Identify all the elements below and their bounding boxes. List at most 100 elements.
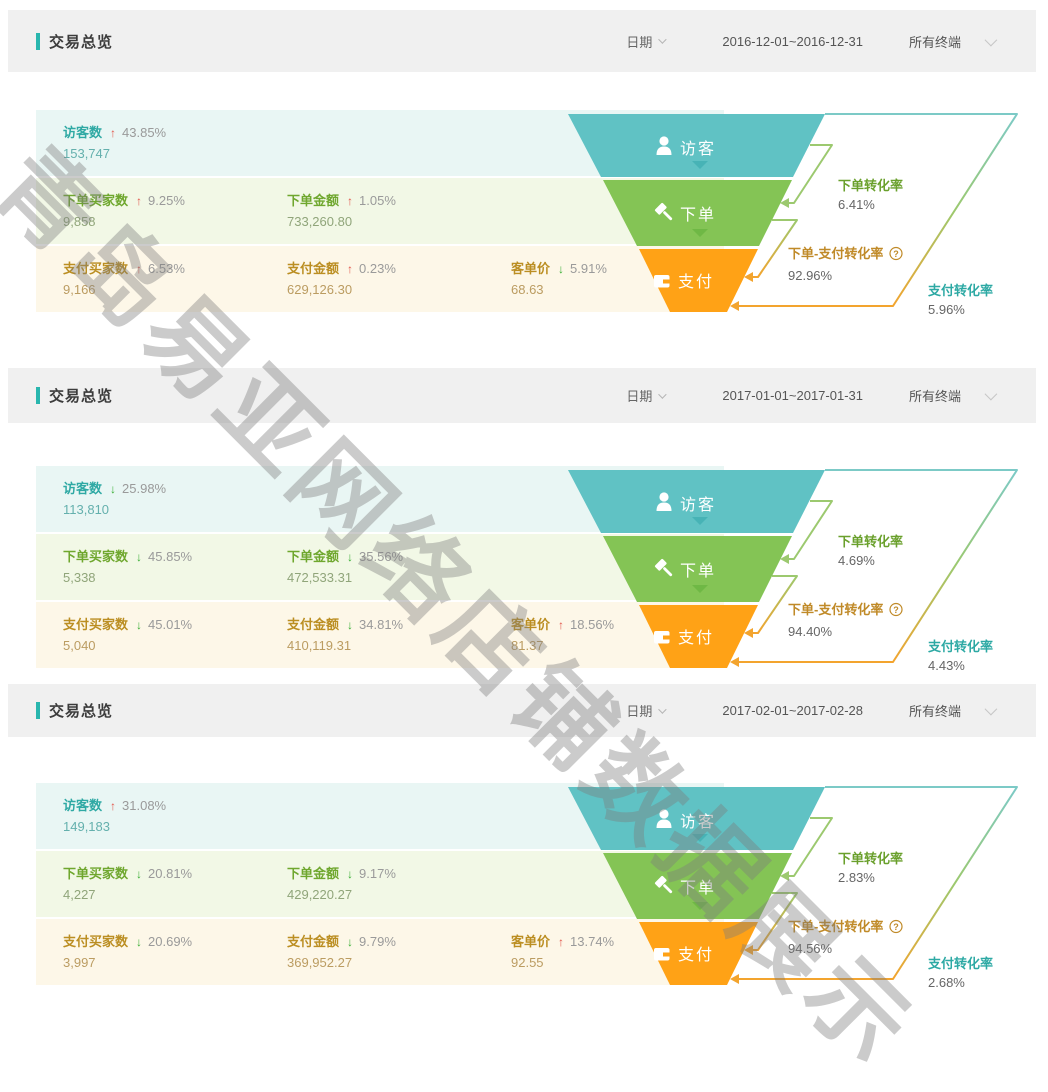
metric-value: 113,810 [63,502,110,517]
metric-order-buyers: 下单买家数 ↓ 45.85% 5,338 [36,534,260,600]
date-filter-dropdown[interactable]: 日期 [626,386,668,405]
panel-title: 交易总览 [49,33,114,51]
funnel-stage-visitor[interactable] [568,787,825,850]
pay-row: 支付买家数 ↑ 6.53% 9,166 支付金额 ↑ 0.23% 629,126.30 … [36,246,724,312]
date-range-value[interactable]: 2016-12-01~2016-12-31 [722,33,863,49]
metric-label: 访客数 [63,481,103,496]
metric-avg-order-value: 客单价 ↑ 18.56% 81.37 [484,602,708,668]
chevron-down-icon [658,389,668,399]
arrow-left-icon [780,871,789,881]
chevron-down-icon [692,229,708,237]
arrow-left-icon [730,657,739,667]
metric-order-amount: 下单金额 ↓ 35.56% 472,533.31 [260,534,484,600]
metric-value: 81.37 [511,638,544,653]
chevron-down-icon [692,834,708,842]
help-icon[interactable] [889,919,903,934]
trend-arrow-icon: ↓ [136,550,143,564]
funnel-stage-visitor[interactable] [568,470,825,533]
visitor-icon [656,492,672,511]
funnel-stage-pay[interactable] [639,605,758,668]
order-pay-cvr-bracket-line [750,575,798,634]
metric-label: 下单金额 [287,193,340,208]
trend-arrow-icon: ↓ [558,262,565,276]
funnel-stage-pay[interactable] [639,249,758,312]
chevron-down-icon[interactable] [984,387,998,401]
funnel-stage-label: 支付 [678,273,714,291]
date-range-value[interactable]: 2017-02-01~2017-02-28 [722,703,863,718]
metric-label: 支付金额 [287,261,340,276]
order-cvr-value: 4.69% [838,553,875,568]
funnel-stage-label: 支付 [678,946,714,964]
order-pay-cvr-label: 下单-支付转化率 [788,602,883,617]
panel-body: 访客数 ↑ 43.85% 153,747 下单买家数 ↑ 9.25% 9,858 下单金… [8,72,1036,345]
metric-label: 下单买家数 [63,549,129,564]
transaction-overview-panel: 交易总览 日期 2017-01-01~2017-01-31 所有终端 访客数 ↓ 2… [8,368,1036,678]
date-filter-dropdown[interactable]: 日期 [626,701,668,720]
metric-change: 25.98% [122,481,167,496]
pay-cvr-bracket-line [736,469,1018,663]
title-accent-bar [36,702,40,719]
order-cvr-label: 下单转化率 [838,534,903,549]
header-controls: 日期 2017-01-01~2017-01-31 所有终端 [626,386,1036,405]
metric-label: 下单金额 [287,549,340,564]
terminal-select[interactable]: 所有终端 [908,704,961,719]
date-filter-label: 日期 [626,34,653,50]
panel-body: 访客数 ↓ 25.98% 113,810 下单买家数 ↓ 45.85% 5,338 下单… [8,423,1036,678]
metric-change: 34.81% [359,617,404,632]
terminal-select[interactable]: 所有终端 [908,34,961,50]
metric-value: 410,119.31 [287,638,352,653]
panel-title: 交易总览 [49,703,114,720]
chevron-down-icon[interactable] [984,702,998,716]
metric-value: 5,040 [63,638,96,653]
metric-change: 9.17% [359,866,396,881]
date-range-value[interactable]: 2017-01-01~2017-01-31 [722,388,863,403]
funnel-stage-pay[interactable] [639,922,758,985]
funnel-stage-visitor[interactable] [568,114,825,177]
panel-title: 交易总览 [49,388,114,405]
funnel-stage-order[interactable] [603,180,792,246]
gavel-icon [654,875,673,894]
metric-change: 35.56% [359,549,404,564]
metric-value: 68.63 [511,282,544,297]
metric-label: 支付买家数 [63,261,129,276]
metric-label: 访客数 [63,125,103,140]
metric-change: 43.85% [122,125,167,140]
order-cvr-label: 下单转化率 [838,851,903,866]
pay-cvr-label: 支付转化率 [927,956,993,971]
metric-change: 0.23% [359,261,396,276]
terminal-select[interactable]: 所有终端 [908,389,961,404]
metric-change: 1.05% [359,193,396,208]
trend-arrow-icon: ↑ [110,126,117,140]
order-pay-cvr-label: 下单-支付转化率 [788,246,883,261]
trend-arrow-icon: ↑ [136,194,143,208]
funnel-stage-order[interactable] [603,536,792,602]
visitor-icon [656,136,672,155]
funnel-stage-order[interactable] [603,853,792,919]
metric-label: 访客数 [63,798,103,813]
order-pay-cvr-label: 下单-支付转化率 [788,919,883,934]
date-filter-dropdown[interactable]: 日期 [626,32,668,51]
help-icon[interactable] [889,602,903,617]
trend-arrow-icon: ↓ [136,935,143,949]
metric-avg-order-value: 客单价 ↓ 5.91% 68.63 [484,246,708,312]
help-icon[interactable] [889,246,903,261]
metric-pay-amount: 支付金额 ↓ 9.79% 369,952.27 [260,919,484,985]
metric-label: 下单买家数 [63,193,129,208]
chevron-down-icon[interactable] [984,33,998,46]
metric-change: 45.01% [148,617,193,632]
arrow-left-icon [780,198,789,208]
metric-label: 支付金额 [287,934,340,949]
metric-change: 20.81% [148,866,193,881]
metric-change: 45.85% [148,549,193,564]
panel-body: 访客数 ↑ 31.08% 149,183 下单买家数 ↓ 20.81% 4,227 下单… [8,737,1036,1011]
title-accent-bar [36,32,40,50]
metric-order-amount: 下单金额 ↑ 1.05% 733,260.80 [260,178,484,244]
trend-arrow-icon: ↑ [347,194,354,208]
metric-order-buyers: 下单买家数 ↓ 20.81% 4,227 [36,851,260,917]
metric-order-amount: 下单金额 ↓ 9.17% 429,220.27 [260,851,484,917]
metric-label: 下单买家数 [63,866,129,881]
metric-value: 629,126.30 [287,282,353,297]
arrow-left-icon [744,628,753,638]
help-icon-glyph: ? [893,605,899,615]
metric-pay-buyers: 支付买家数 ↓ 20.69% 3,997 [36,919,260,985]
